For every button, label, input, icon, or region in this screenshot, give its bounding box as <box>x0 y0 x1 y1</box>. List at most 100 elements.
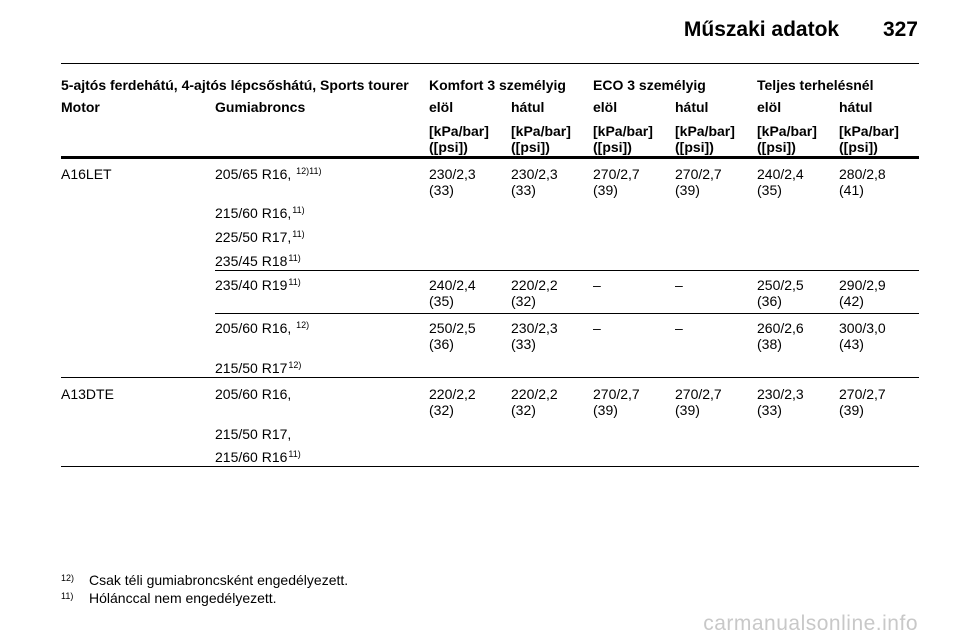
pressure-cell: 300/3,0 (43) <box>839 320 886 352</box>
pressure-psi: (39) <box>593 402 618 418</box>
tire-size: 205/60 R16, <box>215 386 292 402</box>
pressure-cell: 250/2,5 (36) <box>429 320 476 352</box>
footnote-text: Hólánccal nem engedélyezett. <box>89 590 277 606</box>
pressure-psi: (35) <box>429 293 454 309</box>
pressure-value: 270/2,7 <box>593 166 640 182</box>
footnote: 12) Csak téli gumiabroncsként engedélyeze… <box>61 572 348 588</box>
pressure-cell: – <box>675 320 683 336</box>
pressure-cell: 270/2,7 (39) <box>593 386 640 418</box>
pressure-cell: – <box>675 277 683 293</box>
pressure-value: 240/2,4 <box>757 166 804 182</box>
pressure-psi: (32) <box>429 402 454 418</box>
pressure-psi: (35) <box>757 182 782 198</box>
pressure-value: 270/2,7 <box>675 166 722 182</box>
row-divider <box>215 313 919 314</box>
tire-cell: 205/60 R16, 12) <box>215 320 309 336</box>
tire-cell: 215/60 R1611) <box>215 449 301 465</box>
pressure-psi: (33) <box>429 182 454 198</box>
pressure-cell: 270/2,7 (39) <box>675 386 722 418</box>
pressure-value: – <box>593 320 601 336</box>
pressure-cell: 270/2,7 (39) <box>839 386 886 418</box>
pressure-value: 270/2,7 <box>839 386 886 402</box>
header-rule <box>61 63 919 64</box>
pressure-cell: 230/2,3 (33) <box>511 320 558 352</box>
pressure-value: 250/2,5 <box>757 277 804 293</box>
pressure-psi: (43) <box>839 336 864 352</box>
col-tire: Gumiabroncs <box>215 99 306 115</box>
unit-label: [kPa/bar] <box>593 123 653 139</box>
page-header: Műszaki adatok 327 <box>684 18 918 42</box>
tire-size: 235/45 R18 <box>215 253 288 269</box>
watermark: carmanualsonline.info <box>703 612 918 635</box>
pressure-psi: (39) <box>839 402 864 418</box>
unit-label-psi: ([psi]) <box>839 139 878 155</box>
pressure-value: 240/2,4 <box>429 277 476 293</box>
pressure-value: 270/2,7 <box>593 386 640 402</box>
motor-cell: A16LET <box>61 166 112 182</box>
tire-size: 215/60 R16 <box>215 449 288 465</box>
unit-label: [kPa/bar] <box>675 123 735 139</box>
pressure-psi: (41) <box>839 182 864 198</box>
pressure-value: 280/2,8 <box>839 166 886 182</box>
pressure-psi: (39) <box>675 402 700 418</box>
pressure-psi: (33) <box>511 336 536 352</box>
pressure-value: – <box>593 277 601 293</box>
pressure-value: – <box>675 277 683 293</box>
tire-cell: 205/65 R16, 12)11) <box>215 166 322 182</box>
footnote: 11) Hólánccal nem engedélyezett. <box>61 590 277 606</box>
pressure-psi: (39) <box>675 182 700 198</box>
pressure-value: 220/2,2 <box>511 386 558 402</box>
pressure-value: 220/2,2 <box>429 386 476 402</box>
pressure-cell: 230/2,3 (33) <box>429 166 476 198</box>
page-title: Műszaki adatok <box>683 18 840 41</box>
unit-label: [kPa/bar] <box>839 123 899 139</box>
pressure-value: 230/2,3 <box>511 166 558 182</box>
pressure-psi: (38) <box>757 336 782 352</box>
tire-cell: 205/60 R16, <box>215 386 291 402</box>
pressure-psi: (33) <box>757 402 782 418</box>
col-eco-rear: hátul <box>675 99 709 115</box>
footnote-text: Csak téli gumiabroncsként engedélyezett. <box>89 572 349 588</box>
footnote-ref: 11) <box>292 205 305 215</box>
pressure-cell: 220/2,2 (32) <box>511 277 558 309</box>
pressure-value: 230/2,3 <box>429 166 476 182</box>
footnote-ref: 12) <box>296 320 310 330</box>
pressure-psi: (32) <box>511 293 536 309</box>
pressure-value: 220/2,2 <box>511 277 558 293</box>
footnote-ref: 11) <box>292 229 305 239</box>
pressure-cell: – <box>593 320 601 336</box>
pressure-cell: 240/2,4 (35) <box>757 166 804 198</box>
pressure-psi: (42) <box>839 293 864 309</box>
tire-cell: 235/45 R1811) <box>215 253 301 269</box>
unit-label-psi: ([psi]) <box>593 139 632 155</box>
footnote-ref: 11) <box>288 253 301 263</box>
section-divider <box>61 377 919 378</box>
page-number: 327 <box>882 18 918 41</box>
pressure-value: 270/2,7 <box>675 386 722 402</box>
tire-cell: 215/50 R17, <box>215 426 291 442</box>
pressure-cell: 230/2,3 (33) <box>757 386 804 418</box>
group-eco: ECO 3 személyig <box>593 77 706 93</box>
unit-label-psi: ([psi]) <box>757 139 796 155</box>
tire-cell: 235/40 R1911) <box>215 277 301 293</box>
table-head-rule <box>61 156 919 159</box>
table-end-rule <box>61 466 919 467</box>
pressure-value: 290/2,9 <box>839 277 886 293</box>
pressure-cell: 220/2,2 (32) <box>511 386 558 418</box>
pressure-psi: (32) <box>511 402 536 418</box>
tire-cell: 215/50 R1712) <box>215 360 301 376</box>
pressure-cell: 270/2,7 (39) <box>675 166 722 198</box>
pressure-cell: 260/2,6 (38) <box>757 320 804 352</box>
unit-label-psi: ([psi]) <box>429 139 468 155</box>
col-full-rear: hátul <box>839 99 873 115</box>
footnote-ref: 11) <box>288 277 301 287</box>
pressure-cell: – <box>593 277 601 293</box>
tire-size: 215/50 R17, <box>215 426 292 442</box>
unit-label: [kPa/bar] <box>429 123 489 139</box>
unit-label: [kPa/bar] <box>511 123 571 139</box>
pressure-cell: 280/2,8 (41) <box>839 166 886 198</box>
tire-cell: 215/60 R16,11) <box>215 205 305 221</box>
pressure-cell: 250/2,5 (36) <box>757 277 804 309</box>
col-komfort-rear: hátul <box>511 99 545 115</box>
group-vehicles: 5-ajtós ferdehátú, 4-ajtós lépcsőshátú, … <box>61 77 409 93</box>
